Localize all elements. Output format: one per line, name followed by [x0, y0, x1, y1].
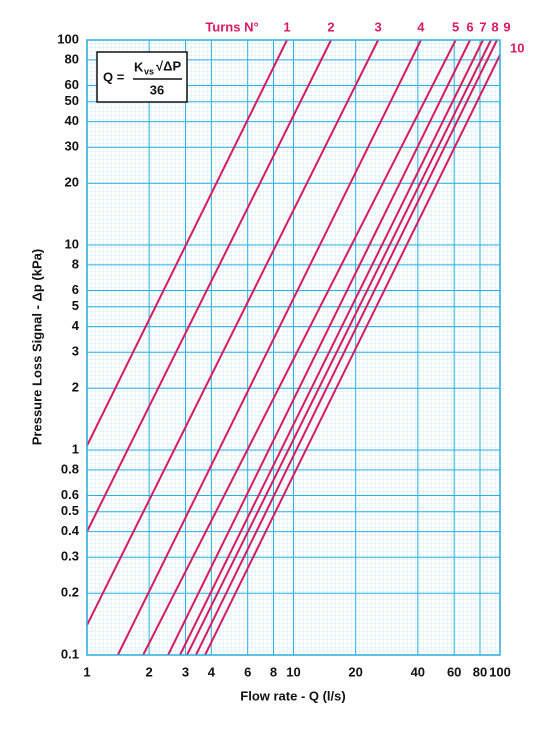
y-tick-label: 0.4 [61, 523, 80, 538]
series-label: 1 [283, 19, 290, 34]
x-tick-label: 40 [411, 664, 425, 679]
series-label: 10 [510, 40, 524, 55]
x-tick-label: 100 [489, 664, 511, 679]
series-line [86, 39, 332, 533]
series-label: 2 [327, 19, 334, 34]
y-axis-title: Pressure Loss Signal - Δp (kPa) [29, 249, 44, 445]
series-line [167, 39, 471, 656]
y-tick-label: 5 [72, 298, 79, 313]
series-line [186, 39, 492, 656]
y-tick-label: 3 [72, 344, 79, 359]
series-label: 8 [491, 19, 498, 34]
series-line [142, 39, 457, 656]
series-label: 6 [466, 19, 473, 34]
x-axis-title: Flow rate - Q (l/s) [240, 688, 345, 703]
x-tick-label: 20 [348, 664, 362, 679]
legend-title: Turns N° [205, 19, 258, 34]
y-tick-label: 0.8 [61, 461, 79, 476]
formula-frame [96, 51, 188, 103]
y-tick-label: 8 [72, 256, 79, 271]
series-line [86, 39, 288, 447]
y-tick-label: 6 [72, 282, 79, 297]
formula-denominator: 36 [150, 82, 164, 97]
formula-k: K [134, 59, 144, 74]
y-tick-label: 20 [65, 175, 79, 190]
plot-frame [86, 39, 501, 656]
series-label: 9 [503, 19, 510, 34]
x-tick-label: 3 [182, 664, 189, 679]
series-line [195, 39, 498, 656]
y-tick-label: 0.5 [61, 503, 79, 518]
x-tick-label: 6 [244, 664, 251, 679]
formula-sub: vs [144, 66, 154, 76]
series-label: 7 [479, 19, 486, 34]
y-tick-label: 60 [65, 77, 79, 92]
y-tick-label: 100 [57, 31, 79, 46]
x-tick-label: 80 [473, 664, 487, 679]
y-tick-label: 50 [65, 93, 79, 108]
x-tick-label: 60 [447, 664, 461, 679]
series-line [86, 39, 380, 626]
x-tick-label: 2 [146, 664, 153, 679]
series-line [116, 39, 422, 656]
formula-box: Q = K vs √ΔP 36 [96, 51, 188, 103]
series-line [179, 39, 484, 656]
y-tick-label: 80 [65, 51, 79, 66]
y-tick-label: 10 [65, 236, 79, 251]
y-tick-label: 1 [72, 441, 79, 456]
y-tick-label: 0.3 [61, 549, 79, 564]
y-tick-label: 0.2 [61, 585, 79, 600]
y-tick-label: 0.1 [61, 646, 79, 661]
formula-root: √ΔP [156, 58, 181, 73]
y-tick-label: 4 [72, 318, 80, 333]
y-tick-label: 30 [65, 139, 79, 154]
y-tick-label: 2 [72, 380, 79, 395]
x-tick-label: 10 [286, 664, 300, 679]
formula-lhs: Q = [103, 69, 125, 84]
series-line [204, 54, 501, 656]
x-tick-label: 8 [270, 664, 277, 679]
x-tick-label: 1 [83, 664, 90, 679]
series-label: 4 [417, 19, 425, 34]
y-tick-label: 0.6 [61, 487, 79, 502]
x-tick-label: 4 [208, 664, 216, 679]
series-label: 3 [375, 19, 382, 34]
y-tick-label: 40 [65, 113, 79, 128]
series-label: 5 [452, 19, 459, 34]
